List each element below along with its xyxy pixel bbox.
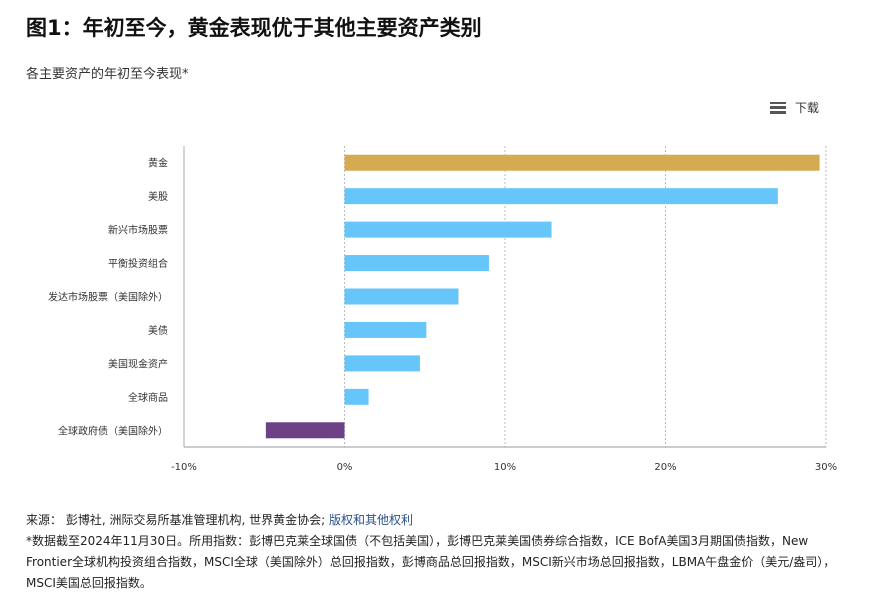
category-label: 发达市场股票（美国除外）: [48, 291, 168, 304]
category-label: 新兴市场股票: [108, 224, 168, 237]
source-line: 来源： 彭博社, 洲际交易所基准管理机构, 世界黄金协会; 版权和其他权利: [26, 510, 846, 531]
bar: [344, 188, 778, 205]
x-tick-label: 30%: [815, 462, 837, 473]
category-label: 全球商品: [128, 391, 168, 404]
category-label: 黄金: [148, 157, 168, 170]
copyright-link[interactable]: 版权和其他权利: [328, 513, 413, 527]
download-label: 下载: [795, 101, 820, 115]
bar: [265, 422, 345, 439]
x-tick-label: 20%: [654, 462, 676, 473]
bar: [344, 388, 369, 405]
menu-icon: [770, 101, 786, 114]
download-button[interactable]: 下载: [770, 99, 819, 116]
footnote: *数据截至2024年11月30日。所用指数：彭博巴克莱全球国债（不包括美国），彭…: [26, 534, 836, 590]
bar: [344, 154, 820, 171]
bar: [344, 221, 552, 238]
bar-chart: -10% 0% 10% 20% 30% 黄金美股新兴市场股票平衡投资组合发达市场股票（美国…: [48, 146, 837, 473]
x-tick-label: 10%: [494, 462, 516, 473]
bar: [344, 288, 459, 305]
category-label: 美股: [148, 190, 168, 203]
category-label: 美国现金资产: [108, 357, 168, 370]
bar: [344, 321, 427, 338]
x-tick-label: 0%: [337, 462, 353, 473]
category-label: 平衡投资组合: [108, 257, 168, 270]
x-tick-label: -10%: [171, 462, 197, 473]
page-title: 图1：年初至今，黄金表现优于其他主要资产类别: [26, 16, 482, 40]
source-text: 来源： 彭博社, 洲际交易所基准管理机构, 世界黄金协会;: [26, 513, 329, 527]
category-label: 美债: [148, 324, 168, 337]
category-label: 全球政府债（美国除外）: [58, 424, 168, 437]
footer: 来源： 彭博社, 洲际交易所基准管理机构, 世界黄金协会; 版权和其他权利 *数…: [26, 510, 846, 594]
chart-subtitle: 各主要资产的年初至今表现*: [26, 67, 189, 82]
bar: [344, 355, 420, 372]
bar: [344, 255, 489, 272]
